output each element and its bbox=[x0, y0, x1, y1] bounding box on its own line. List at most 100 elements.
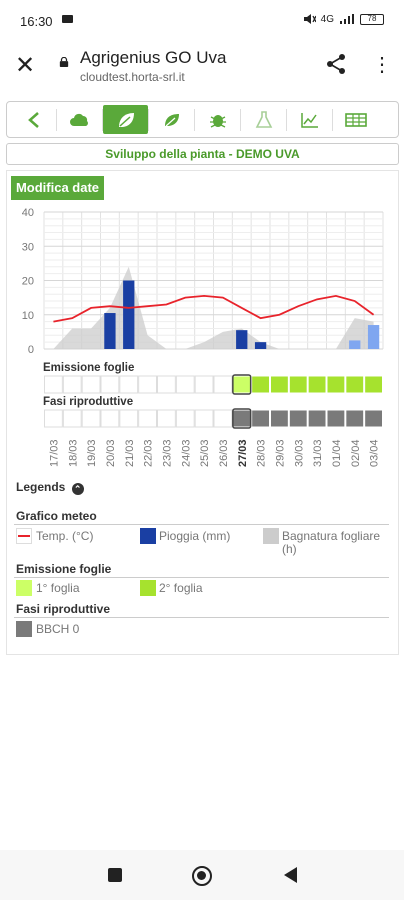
x-tick-label: 02/04 bbox=[350, 439, 362, 467]
chart-panel bbox=[6, 170, 399, 655]
nav-leaf[interactable] bbox=[149, 105, 194, 134]
legend-item-leaf2: 2° foglia bbox=[159, 581, 203, 595]
recents-icon[interactable] bbox=[108, 868, 122, 882]
wetness-swatch bbox=[263, 528, 279, 544]
x-tick-label: 30/03 bbox=[293, 439, 305, 467]
row-cell bbox=[288, 375, 308, 394]
row-cell bbox=[307, 375, 327, 394]
x-tick-label: 20/03 bbox=[105, 439, 117, 467]
legend-item-bbch: BBCH 0 bbox=[36, 622, 80, 636]
x-tick-label: 29/03 bbox=[274, 439, 286, 467]
nav-divider bbox=[148, 108, 149, 131]
legend-item-temp: Temp. (°C) bbox=[36, 529, 94, 543]
rain-swatch bbox=[140, 528, 156, 544]
x-tick-label: 19/03 bbox=[86, 439, 98, 467]
rain-bar bbox=[236, 330, 248, 349]
plant-icon bbox=[118, 112, 134, 127]
row-cell bbox=[119, 409, 139, 428]
nav-charts[interactable] bbox=[287, 105, 332, 134]
row-cell bbox=[326, 409, 346, 428]
chart-line-icon bbox=[300, 112, 318, 128]
x-tick-label: 25/03 bbox=[199, 439, 211, 467]
row-cell bbox=[364, 409, 383, 428]
y-tick-label: 20 bbox=[22, 276, 34, 288]
row-cell bbox=[364, 375, 383, 394]
series-line-temp bbox=[53, 294, 375, 323]
battery-icon: 78 bbox=[360, 13, 384, 25]
nav-pests[interactable] bbox=[195, 105, 240, 134]
legend-header[interactable]: Legends ⌃ bbox=[16, 480, 84, 495]
temp-swatch bbox=[16, 528, 32, 544]
row-cell bbox=[270, 409, 289, 428]
row-cell bbox=[307, 409, 327, 428]
x-tick-label: 17/03 bbox=[48, 439, 60, 467]
legend-divider bbox=[14, 524, 389, 525]
nav-treatments[interactable] bbox=[241, 105, 286, 134]
collapse-icon[interactable]: ⌃ bbox=[71, 483, 84, 495]
row-cell bbox=[81, 375, 101, 394]
nav-divider bbox=[332, 108, 333, 131]
leaf2-swatch bbox=[140, 580, 156, 596]
row-cell bbox=[44, 409, 63, 428]
browser-url[interactable]: cloudtest.horta-srl.it bbox=[80, 70, 185, 84]
x-tick-label: 31/03 bbox=[312, 439, 324, 467]
row-label: Fasi riproduttive bbox=[43, 396, 133, 408]
row-cell bbox=[62, 409, 82, 428]
rain-bar bbox=[367, 325, 380, 349]
legend-group-title: Grafico meteo bbox=[16, 509, 97, 523]
network-label: 4G bbox=[320, 13, 334, 25]
mute-icon bbox=[303, 14, 316, 24]
row-cell bbox=[44, 375, 63, 394]
status-bar: 16:30 4G 78 bbox=[0, 0, 404, 38]
row-cell bbox=[62, 375, 82, 394]
browser-title: Agrigenius GO Uva bbox=[80, 48, 227, 67]
row-cell bbox=[213, 409, 233, 428]
row-cell bbox=[81, 409, 101, 428]
legend-title: Legends bbox=[16, 480, 66, 494]
more-menu-icon[interactable]: ⋮ bbox=[372, 54, 392, 76]
nav-weather[interactable] bbox=[57, 105, 102, 134]
y-tick-label: 40 bbox=[22, 207, 34, 219]
status-icons: 4G 78 bbox=[302, 13, 384, 25]
leaf1-swatch bbox=[16, 580, 32, 596]
nav-divider bbox=[194, 108, 195, 131]
row-cell bbox=[251, 375, 271, 394]
close-icon[interactable]: ✕ bbox=[15, 52, 36, 79]
back-button[interactable] bbox=[11, 105, 56, 134]
back-nav-icon[interactable] bbox=[284, 867, 297, 883]
nav-plant-development[interactable] bbox=[103, 105, 148, 134]
x-tick-label: 26/03 bbox=[218, 439, 230, 467]
rain-bar bbox=[123, 280, 135, 349]
row-cell bbox=[232, 375, 252, 394]
x-tick-label: 24/03 bbox=[180, 439, 192, 467]
y-tick-label: 0 bbox=[28, 344, 34, 356]
row-cell bbox=[100, 375, 120, 394]
legend-item-wetness: Bagnatura fogliare (h) bbox=[282, 529, 381, 556]
flask-icon bbox=[255, 110, 272, 128]
row-cell bbox=[175, 375, 195, 394]
weather-chart: 0 10 20 30 40 Emissione foglie Fasi riprodutti… bbox=[22, 207, 384, 467]
table-icon bbox=[344, 112, 367, 127]
x-tick-label: 23/03 bbox=[161, 439, 173, 467]
row-cell bbox=[138, 375, 157, 394]
row-cell bbox=[232, 409, 252, 428]
share-icon[interactable] bbox=[325, 53, 347, 75]
nav-divider bbox=[56, 108, 57, 131]
row-cell bbox=[326, 375, 346, 394]
legend-item-leaf1: 1° foglia bbox=[36, 581, 80, 595]
home-icon[interactable] bbox=[192, 866, 212, 886]
y-tick-label: 10 bbox=[22, 310, 34, 322]
edit-dates-button[interactable]: Modifica date bbox=[11, 176, 104, 200]
status-time: 16:30 bbox=[20, 14, 53, 29]
row-cell bbox=[157, 375, 176, 394]
nav-table[interactable] bbox=[333, 105, 378, 134]
legend-item-rain: Pioggia (mm) bbox=[159, 529, 231, 543]
x-tick-label: 21/03 bbox=[124, 439, 136, 467]
nav-divider bbox=[102, 108, 103, 131]
x-tick-label: 27/03 bbox=[237, 439, 249, 467]
row-cell bbox=[119, 375, 139, 394]
row-cell bbox=[157, 409, 176, 428]
signal-icon bbox=[340, 14, 354, 24]
page-title: Sviluppo della pianta - DEMO UVA bbox=[6, 143, 399, 165]
message-icon bbox=[62, 15, 73, 23]
